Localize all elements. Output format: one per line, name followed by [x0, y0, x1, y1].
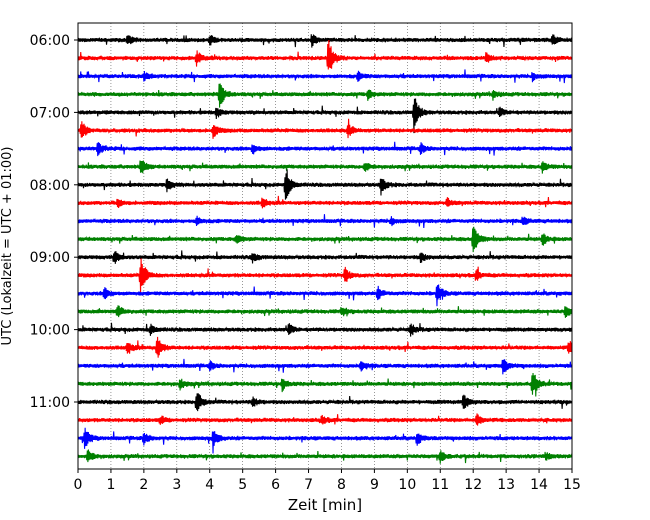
grid-lines: [110, 23, 540, 469]
y-tick-label: 09:00: [30, 250, 70, 266]
trace-1130: [77, 427, 573, 454]
x-axis-label: Zeit [min]: [288, 496, 362, 514]
x-tick-label: 12: [464, 477, 482, 493]
trace-0845: [77, 226, 573, 253]
trace-0900: [77, 250, 573, 264]
x-tick-label: 10: [398, 477, 416, 493]
trace-0730: [77, 141, 573, 157]
trace-0830: [77, 214, 573, 228]
x-tick-label: 5: [238, 477, 247, 493]
x-tick-label: 8: [337, 477, 346, 493]
x-tick-label: 6: [271, 477, 280, 493]
trace-1045: [77, 373, 573, 397]
y-tick-label: 07:00: [30, 105, 70, 121]
x-tick-label: 15: [563, 477, 581, 493]
trace-0600: [77, 34, 573, 48]
y-tick-label: 06:00: [30, 33, 70, 49]
trace-0700: [77, 98, 573, 134]
x-tick-label: 0: [74, 477, 83, 493]
trace-0645: [77, 83, 573, 108]
trace-0745: [77, 160, 573, 174]
x-tick-label: 14: [530, 477, 548, 493]
x-tick-label: 9: [370, 477, 379, 493]
trace-0800: [77, 169, 573, 200]
trace-0715: [77, 118, 573, 139]
trace-group: [77, 34, 573, 464]
trace-1100: [77, 393, 573, 412]
y-axis-label: UTC (Lokalzeit = UTC + 01:00): [0, 147, 15, 346]
trace-0930: [77, 284, 573, 307]
x-tick-label: 1: [106, 477, 115, 493]
x-tick-label: 3: [172, 477, 181, 493]
y-tick-label: 11:00: [30, 395, 70, 411]
x-tick-label: 7: [304, 477, 313, 493]
trace-0815: [77, 195, 573, 209]
y-axis: 06:00 07:00 08:00 09:00 10:00 11:00: [30, 33, 78, 411]
y-tick-label: 10:00: [30, 323, 70, 339]
trace-1115: [77, 413, 573, 426]
trace-1030: [77, 358, 573, 375]
plot-background: [78, 23, 572, 469]
trace-0945: [77, 305, 573, 318]
trace-0630: [77, 69, 573, 84]
x-tick-label: 2: [139, 477, 148, 493]
x-axis: 0 1 2 3 4 5 6 7 8 9 10 11 12 13 14 15: [74, 469, 581, 493]
x-tick-label: 11: [431, 477, 449, 493]
x-tick-label: 13: [497, 477, 515, 493]
x-tick-label: 4: [205, 477, 214, 493]
trace-1000: [77, 322, 573, 337]
trace-0615: [77, 39, 573, 70]
y-tick-label: 08:00: [30, 178, 70, 194]
plot-frame: [77, 22, 573, 470]
trace-0915: [77, 258, 573, 294]
trace-1015: [77, 336, 573, 358]
trace-1145: [77, 449, 573, 464]
